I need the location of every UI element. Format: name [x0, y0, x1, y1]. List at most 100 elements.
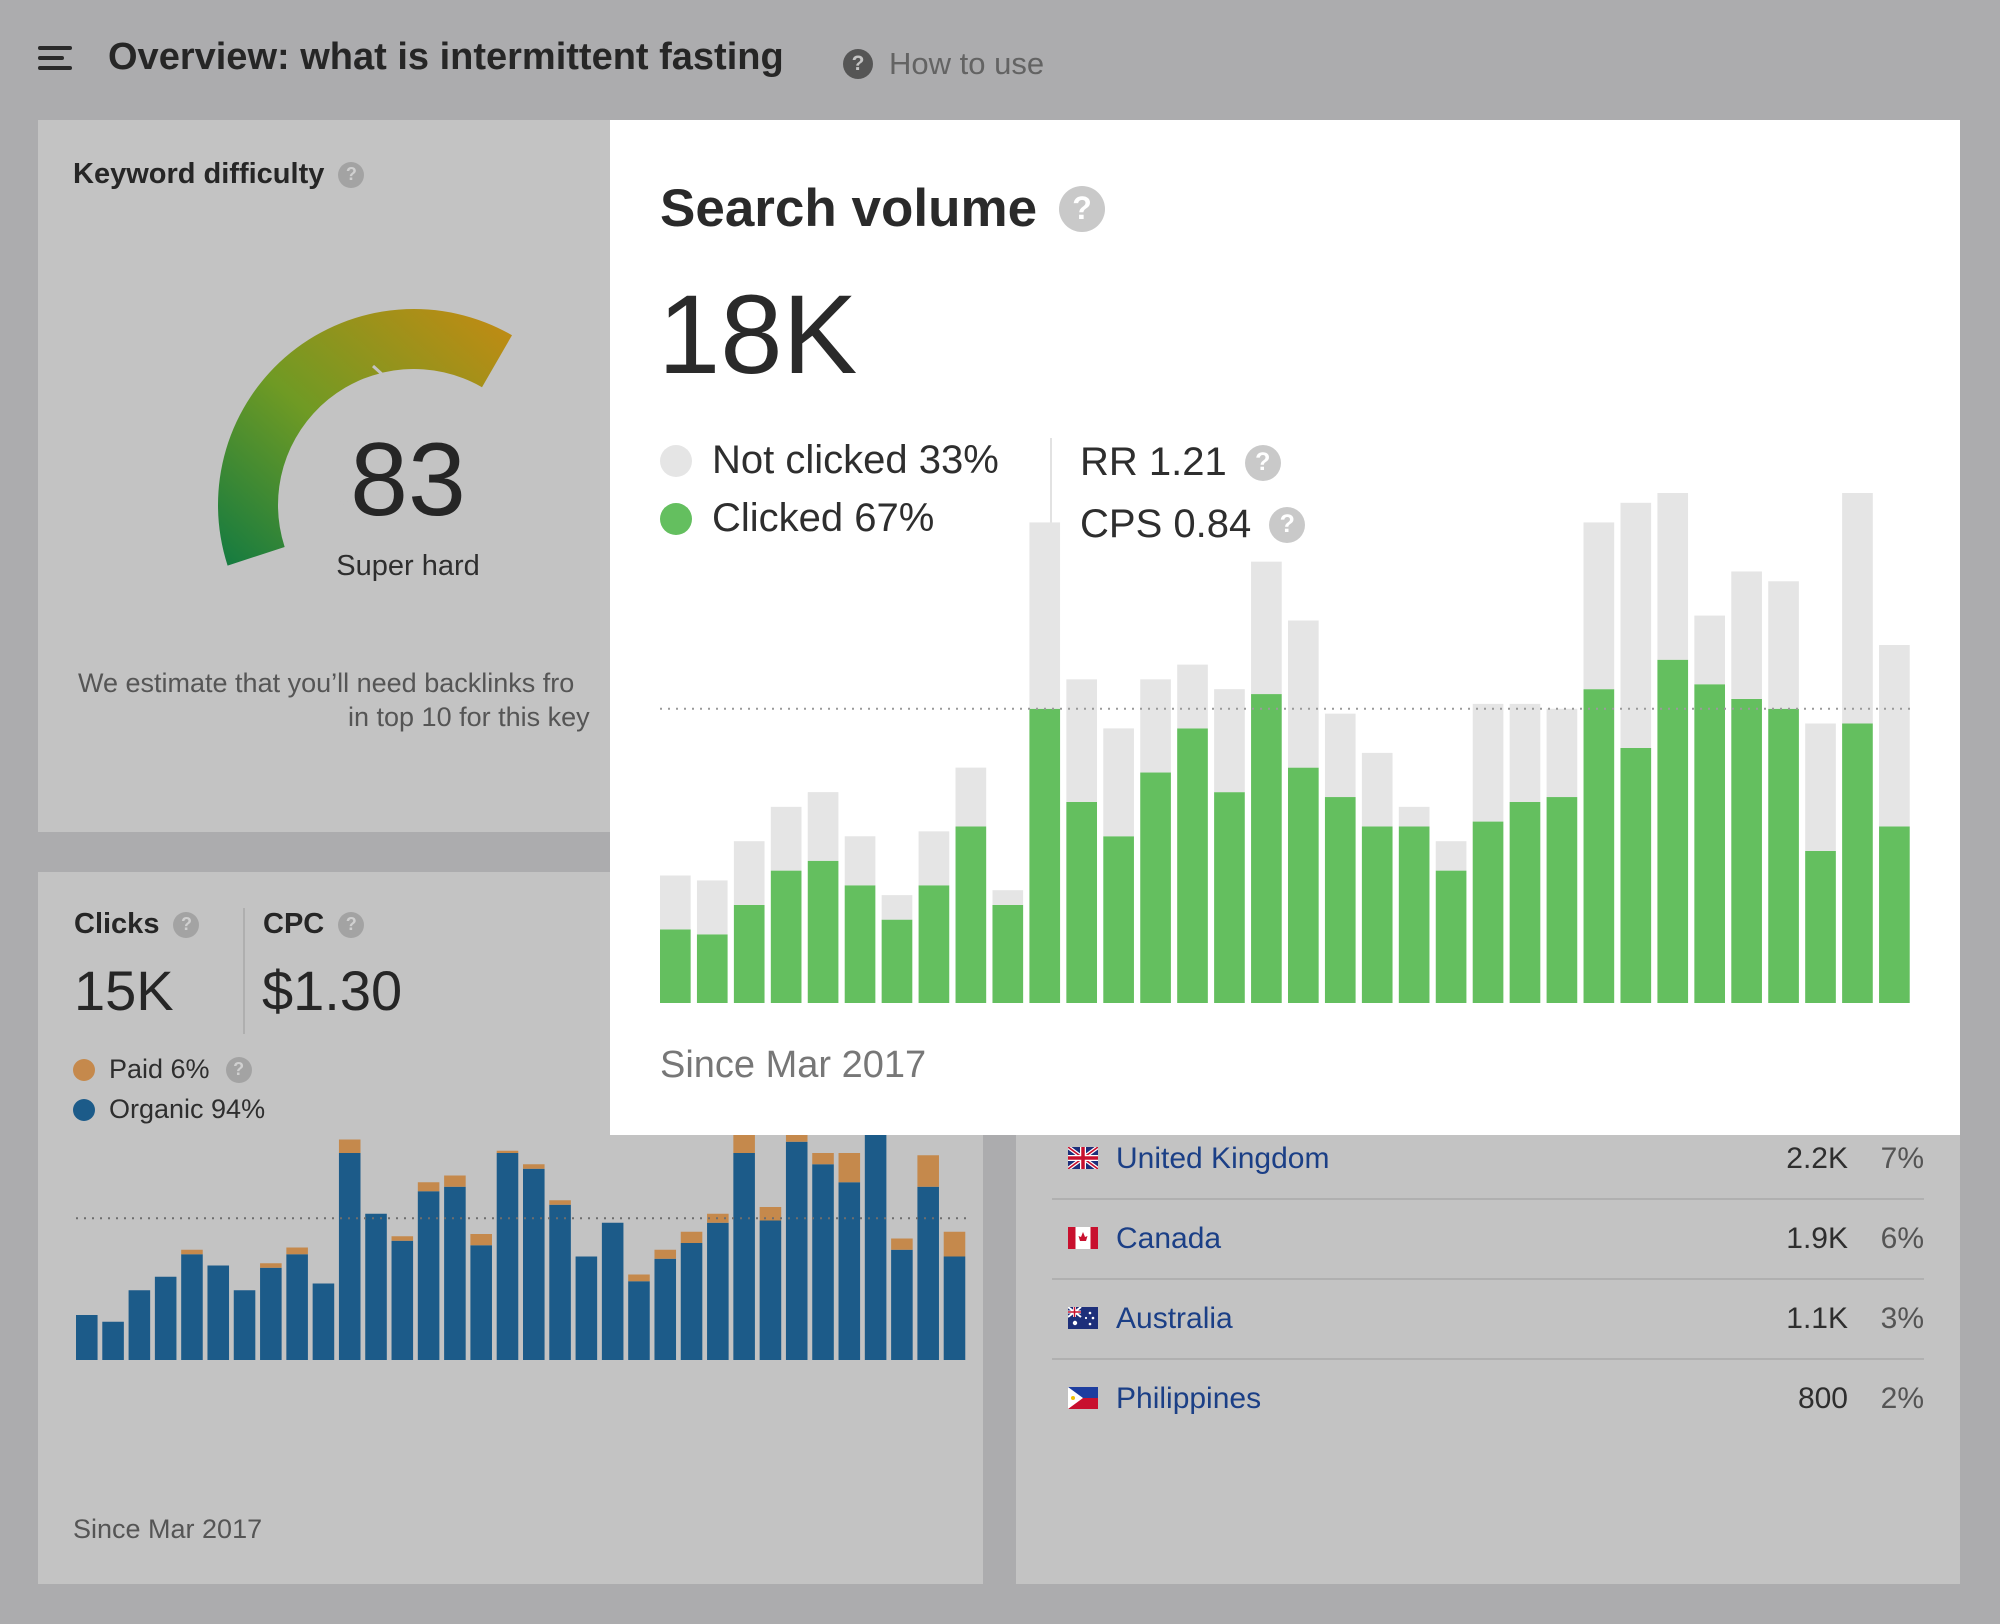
clicks-bar-organic[interactable] [654, 1258, 677, 1360]
search-volume-bar-clicked[interactable] [1768, 708, 1799, 1003]
search-volume-bar-clicked[interactable] [1842, 723, 1873, 1003]
search-volume-bar-not-clicked[interactable] [1472, 703, 1504, 822]
search-volume-bar-clicked[interactable] [1177, 728, 1208, 1003]
search-volume-bar-clicked[interactable] [1066, 801, 1098, 1003]
clicks-bar-organic[interactable] [365, 1213, 387, 1360]
clicks-help-icon[interactable]: ? [173, 911, 200, 938]
clicks-bar-paid[interactable] [654, 1249, 677, 1259]
how-to-use-link[interactable]: ? How to use [843, 46, 1044, 82]
country-name[interactable]: Philippines [1116, 1382, 1262, 1415]
clicks-bar-organic[interactable] [102, 1321, 124, 1360]
clicks-bar-organic[interactable] [917, 1186, 939, 1360]
search-volume-bar-not-clicked[interactable] [1879, 645, 1910, 827]
clicks-bar-organic[interactable] [391, 1240, 414, 1360]
clicks-bar-organic[interactable] [733, 1153, 755, 1360]
country-name[interactable]: United Kingdom [1116, 1142, 1330, 1175]
clicks-bar-paid[interactable] [759, 1207, 782, 1221]
clicks-bar-paid[interactable] [260, 1263, 282, 1268]
clicks-bar-organic[interactable] [812, 1164, 834, 1360]
search-volume-bar-clicked[interactable] [1509, 801, 1541, 1003]
search-volume-help-icon[interactable]: ? [1059, 185, 1106, 232]
clicks-bar-organic[interactable] [260, 1267, 282, 1360]
search-volume-bar-not-clicked[interactable] [1361, 752, 1393, 827]
search-volume-bar-clicked[interactable] [992, 904, 1024, 1003]
search-volume-bar-not-clicked[interactable] [733, 841, 765, 905]
search-volume-bar-not-clicked[interactable] [1288, 620, 1319, 768]
search-volume-bar-clicked[interactable] [1805, 850, 1836, 1003]
search-volume-bar-clicked[interactable] [1583, 689, 1615, 1003]
country-row[interactable]: Australia 1.1K 3% [1052, 1280, 1924, 1360]
hamburger-menu-icon[interactable] [38, 44, 72, 72]
search-volume-bar-not-clicked[interactable] [1214, 689, 1245, 793]
search-volume-bar-not-clicked[interactable] [1731, 571, 1762, 699]
search-volume-bar-clicked[interactable] [1546, 797, 1578, 1003]
search-volume-bar-clicked[interactable] [733, 904, 765, 1003]
search-volume-bar-clicked[interactable] [918, 885, 950, 1003]
clicks-bar-paid[interactable] [444, 1175, 466, 1187]
clicks-bar-paid[interactable] [891, 1238, 913, 1250]
clicks-bar-organic[interactable] [207, 1265, 230, 1361]
search-volume-bar-not-clicked[interactable] [1620, 502, 1652, 748]
country-row[interactable]: Philippines 800 2% [1052, 1360, 1924, 1440]
clicks-bar-paid[interactable] [417, 1182, 440, 1192]
search-volume-bar-clicked[interactable] [1879, 826, 1910, 1003]
country-row[interactable]: United Kingdom 2.2K 7% [1052, 1120, 1924, 1200]
clicks-bar-organic[interactable] [680, 1243, 703, 1360]
clicks-bar-organic[interactable] [891, 1249, 913, 1360]
search-volume-bar-clicked[interactable] [1731, 698, 1762, 1003]
search-volume-bar-clicked[interactable] [955, 826, 987, 1003]
clicks-bar-paid[interactable] [286, 1247, 308, 1255]
clicks-bar-organic[interactable] [838, 1182, 861, 1360]
clicks-bar-paid[interactable] [838, 1153, 861, 1183]
search-volume-bar-not-clicked[interactable] [1768, 581, 1799, 709]
search-volume-bar-not-clicked[interactable] [992, 890, 1024, 905]
search-volume-bar-clicked[interactable] [1324, 797, 1356, 1003]
clicks-bar-organic[interactable] [338, 1153, 361, 1360]
search-volume-bar-not-clicked[interactable] [1546, 708, 1578, 798]
search-volume-bar-clicked[interactable] [1694, 684, 1726, 1003]
clicks-bar-paid[interactable] [391, 1236, 414, 1241]
clicks-bar-organic[interactable] [312, 1283, 335, 1361]
clicks-bar-paid[interactable] [943, 1231, 966, 1257]
search-volume-bar-clicked[interactable] [807, 860, 839, 1003]
clicks-bar-organic[interactable] [470, 1245, 492, 1360]
search-volume-bar-not-clicked[interactable] [1029, 522, 1061, 709]
cps-help-icon[interactable]: ? [1269, 506, 1306, 543]
clicks-bar-paid[interactable] [812, 1153, 834, 1165]
search-volume-bar-not-clicked[interactable] [1509, 703, 1541, 802]
clicks-bar-organic[interactable] [76, 1315, 98, 1360]
clicks-bar-organic[interactable] [444, 1186, 466, 1360]
clicks-bar-paid[interactable] [549, 1200, 571, 1205]
clicks-bar-organic[interactable] [128, 1290, 151, 1360]
search-volume-bar-clicked[interactable] [1472, 821, 1504, 1003]
search-volume-bar-not-clicked[interactable] [1398, 806, 1430, 827]
search-volume-bar-not-clicked[interactable] [696, 880, 728, 935]
search-volume-bar-clicked[interactable] [1029, 708, 1061, 1003]
search-volume-bar-clicked[interactable] [770, 870, 802, 1003]
clicks-bar-organic[interactable] [864, 1119, 887, 1360]
search-volume-bar-not-clicked[interactable] [770, 806, 802, 871]
search-volume-bar-not-clicked[interactable] [1103, 728, 1134, 837]
search-volume-bar-not-clicked[interactable] [1583, 522, 1615, 690]
search-volume-bar-not-clicked[interactable] [807, 792, 839, 861]
search-volume-bar-not-clicked[interactable] [918, 831, 950, 886]
clicks-bar-paid[interactable] [628, 1274, 650, 1282]
search-volume-bar-not-clicked[interactable] [660, 875, 691, 930]
clicks-bar-organic[interactable] [233, 1290, 256, 1360]
clicks-bar-organic[interactable] [707, 1222, 729, 1360]
search-volume-bar-not-clicked[interactable] [1842, 493, 1873, 724]
clicks-bar-paid[interactable] [680, 1231, 703, 1243]
clicks-bar-paid[interactable] [733, 1132, 755, 1153]
search-volume-bar-clicked[interactable] [660, 929, 691, 1003]
search-volume-bar-not-clicked[interactable] [955, 767, 987, 827]
cpc-help-icon[interactable]: ? [338, 911, 365, 938]
search-volume-bar-clicked[interactable] [1288, 767, 1319, 1003]
search-volume-bar-not-clicked[interactable] [1066, 679, 1098, 802]
search-volume-bar-not-clicked[interactable] [1251, 561, 1282, 695]
search-volume-bar-clicked[interactable] [1103, 836, 1134, 1003]
clicks-bar-organic[interactable] [628, 1281, 650, 1360]
search-volume-bar-not-clicked[interactable] [881, 895, 913, 920]
clicks-bar-organic[interactable] [181, 1254, 203, 1360]
clicks-bar-organic[interactable] [523, 1168, 545, 1360]
clicks-bar-organic[interactable] [943, 1256, 966, 1361]
